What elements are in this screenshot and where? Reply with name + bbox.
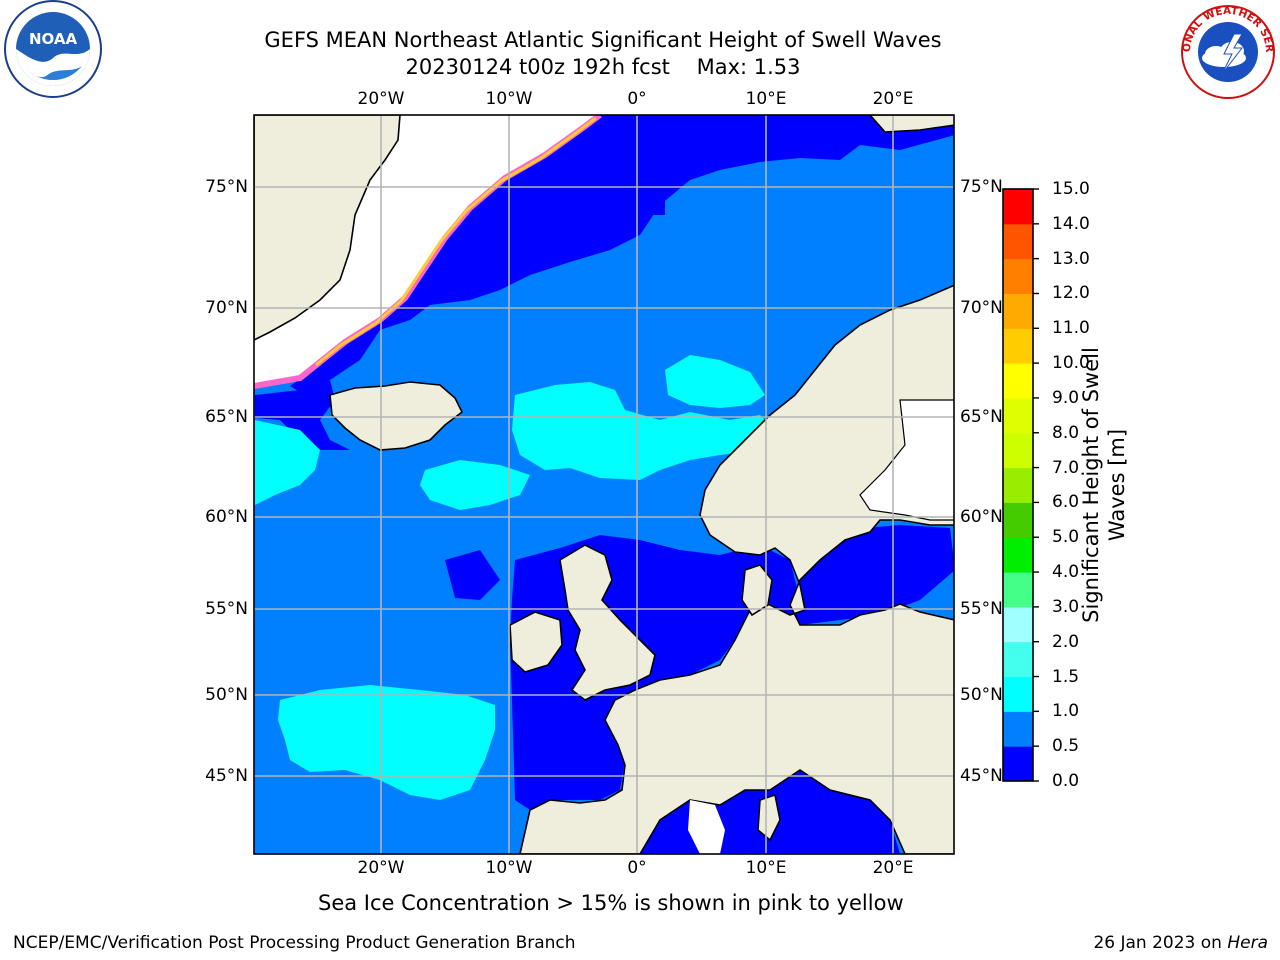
colorbar-tick-label: 8.0 — [1052, 422, 1080, 443]
colorbar-tick-label: 6.0 — [1052, 492, 1080, 513]
lat-label-left-75n: 75°N — [205, 177, 248, 197]
lon-label-bottom-0: 0° — [627, 858, 647, 878]
lat-label-left-60n: 60°N — [205, 507, 248, 527]
lon-label-top-0: 0° — [627, 89, 647, 109]
lon-label-bottom-10e: 10°E — [745, 858, 787, 878]
lat-label-left-65n: 65°N — [205, 407, 248, 427]
colorbar-tick-label: 0.5 — [1052, 736, 1080, 757]
lat-label-right-65n: 65°N — [960, 407, 1003, 427]
land-masses — [254, 115, 954, 854]
lon-label-top-10w: 10°W — [485, 89, 533, 109]
colorbar-segment — [1003, 363, 1033, 399]
run-date-credit: 26 Jan 2023 on Hera — [1093, 933, 1268, 953]
colorbar-tick-label: 10.0 — [1052, 353, 1090, 374]
colorbar-tick-label: 11.0 — [1052, 318, 1090, 339]
colorbar-segment — [1003, 641, 1033, 678]
graticule — [254, 115, 954, 854]
colorbar-tick-label: 1.5 — [1052, 666, 1080, 687]
colorbar-segment — [1003, 502, 1033, 538]
colorbar-segment — [1003, 397, 1033, 434]
host-name: Hera — [1227, 933, 1268, 953]
colorbar-tick-label: 1.0 — [1052, 701, 1080, 722]
colorbar-segment — [1003, 189, 1033, 225]
colorbar-tick-label: 15.0 — [1052, 179, 1090, 199]
lat-label-left-70n: 70°N — [205, 298, 248, 318]
colorbar-segment — [1003, 537, 1033, 573]
lon-label-bottom-10w: 10°W — [485, 858, 533, 878]
colorbar-tick-label: 13.0 — [1052, 248, 1090, 269]
colorbar-tick-label: 12.0 — [1052, 283, 1090, 304]
chart-subtitle: 20230124 t00z 192h fcst Max: 1.53 — [405, 55, 801, 79]
run-date: 26 Jan 2023 on — [1093, 933, 1228, 953]
lon-label-top-20e: 20°E — [872, 89, 914, 109]
map-frame — [253, 114, 955, 855]
colorbar-segment — [1003, 293, 1033, 329]
colorbar-segment — [1003, 328, 1033, 364]
lat-label-right-50n: 50°N — [960, 685, 1003, 705]
colorbar-tick-label: 0.0 — [1052, 771, 1080, 791]
lat-label-left-45n: 45°N — [205, 766, 248, 786]
lat-label-left-55n: 55°N — [205, 599, 248, 619]
colorbar-segment — [1003, 432, 1033, 469]
colorbar-tick-label: 7.0 — [1052, 457, 1080, 478]
lat-label-right-45n: 45°N — [960, 766, 1003, 786]
colorbar-segment — [1003, 467, 1033, 503]
colorbar-segment — [1003, 258, 1033, 294]
lon-label-top-20w: 20°W — [357, 89, 405, 109]
colorbar-tick-label: 5.0 — [1052, 527, 1080, 548]
lon-label-top-10e: 10°E — [745, 89, 787, 109]
lat-label-right-55n: 55°N — [960, 599, 1003, 619]
colorbar-segment — [1003, 223, 1033, 260]
sea-ice-footnote: Sea Ice Concentration > 15% is shown in … — [318, 891, 904, 915]
lat-label-right-60n: 60°N — [960, 507, 1003, 527]
lon-label-bottom-20e: 20°E — [872, 858, 914, 878]
chart-title: GEFS MEAN Northeast Atlantic Significant… — [264, 28, 942, 52]
colorbar-segment — [1003, 746, 1033, 782]
colorbar — [1002, 188, 1039, 782]
colorbar-frame — [1002, 188, 1034, 782]
noaa-logo: NOAA — [4, 0, 102, 98]
colorbar-tick-label: 9.0 — [1052, 387, 1080, 408]
colorbar-tick-label: 4.0 — [1052, 562, 1080, 583]
lat-label-right-75n: 75°N — [960, 177, 1003, 197]
swell-band-1.0-1.5 — [255, 355, 775, 800]
noaa-logo-text: NOAA — [29, 30, 78, 48]
colorbar-segment — [1003, 572, 1033, 608]
colorbar-tick-label: 14.0 — [1052, 213, 1090, 234]
lat-label-right-70n: 70°N — [960, 298, 1003, 318]
colorbar-segment — [1003, 606, 1033, 643]
lat-label-left-50n: 50°N — [205, 685, 248, 705]
colorbar-tick-label: 2.0 — [1052, 631, 1080, 652]
colorbar-segment — [1003, 711, 1033, 747]
colorbar-segment — [1003, 676, 1033, 712]
producer-credit: NCEP/EMC/Verification Post Processing Pr… — [13, 933, 576, 953]
lon-label-bottom-20w: 20°W — [357, 858, 405, 878]
nws-logo: NATIONAL WEATHER SERVICE — [1180, 4, 1275, 99]
colorbar-tick-label: 3.0 — [1052, 596, 1080, 617]
